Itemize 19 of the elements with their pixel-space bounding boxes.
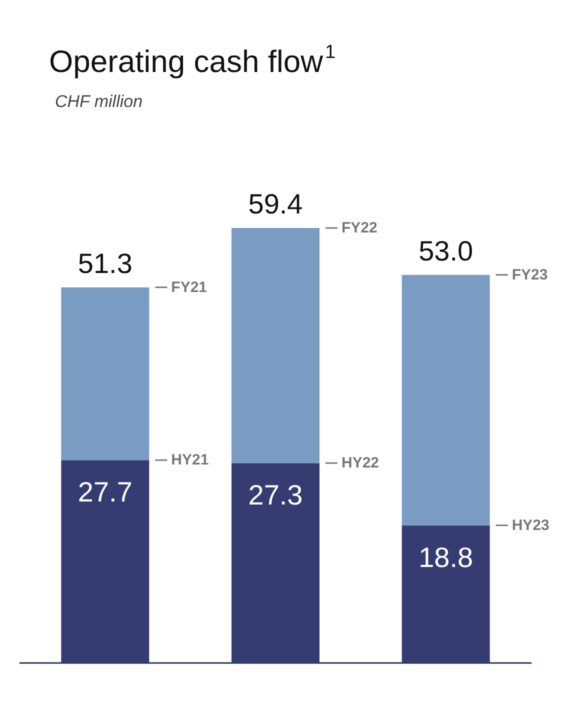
bar <box>61 460 150 663</box>
annotation: HY22 <box>342 454 380 472</box>
bar <box>402 525 490 663</box>
bar <box>232 228 320 464</box>
annotation: FY21 <box>171 278 208 296</box>
data-label: 27.3 <box>248 480 303 511</box>
data-label: 18.8 <box>418 542 474 573</box>
annotation: HY23 <box>512 516 550 534</box>
annotation: HY21 <box>171 452 209 469</box>
total-label: 59.4 <box>248 188 303 220</box>
total-label: 51.3 <box>78 248 132 279</box>
annotation: FY22 <box>342 220 378 236</box>
annotation: FY23 <box>512 266 548 284</box>
data-label: 27.7 <box>78 476 132 508</box>
bar <box>232 463 320 663</box>
bar <box>402 274 490 526</box>
total-label: 53.0 <box>418 235 474 266</box>
chart-subtitle: CHF million <box>55 92 143 111</box>
bar <box>61 287 150 460</box>
